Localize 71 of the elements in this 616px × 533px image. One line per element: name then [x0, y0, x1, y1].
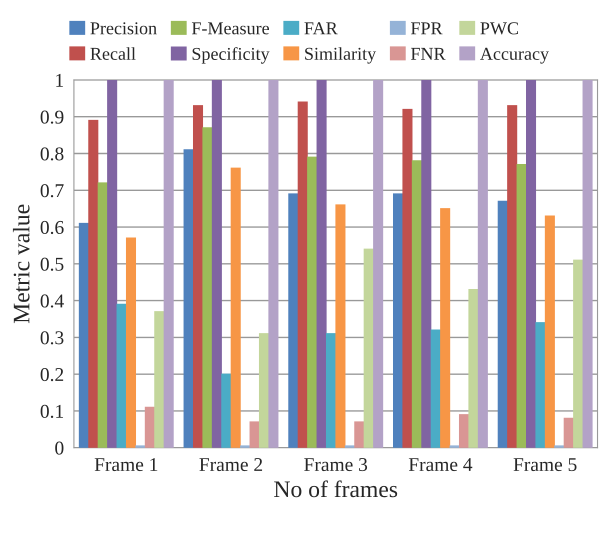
- y-tick-label: 0.8: [40, 147, 64, 161]
- y-tick-label: 0.4: [40, 294, 64, 308]
- y-tick-label: 0: [55, 442, 64, 455]
- bar: [478, 80, 488, 448]
- bar: [316, 80, 327, 448]
- bar: [192, 105, 204, 448]
- x-tick-label: Frame 2: [199, 458, 262, 472]
- y-tick-label: 0.2: [40, 368, 64, 382]
- y-tick-label: 1: [56, 74, 64, 87]
- legend-label: PWC: [480, 22, 518, 34]
- bar: [144, 406, 155, 448]
- legend-label: FPR: [410, 22, 443, 34]
- bar: [402, 108, 412, 448]
- legend-label: Recall: [90, 47, 136, 60]
- bar: [498, 200, 508, 448]
- bar: [335, 204, 346, 448]
- y-tick-label: 0.9: [40, 110, 64, 124]
- legend-label: FAR: [304, 22, 338, 34]
- bar: [354, 421, 364, 448]
- bar: [230, 168, 241, 448]
- bar: [298, 101, 308, 448]
- bar: [507, 105, 518, 448]
- bar: [307, 156, 318, 448]
- y-axis-title: Metric value: [12, 204, 30, 324]
- bar: [458, 414, 470, 448]
- bar: [421, 80, 432, 448]
- bar: [582, 80, 593, 448]
- bar: [164, 80, 174, 448]
- bar: [373, 80, 384, 448]
- bar: [326, 333, 336, 448]
- bar: [78, 222, 89, 448]
- y-tick-label: 0.3: [40, 331, 64, 344]
- legend-label: Precision: [90, 22, 157, 34]
- bar: [516, 164, 527, 448]
- legend-label: F-Measure: [192, 22, 269, 34]
- bar: [107, 80, 118, 448]
- bar: [184, 149, 194, 448]
- bar: [88, 120, 98, 448]
- bar: [212, 80, 222, 448]
- bar: [98, 182, 108, 448]
- bar: [116, 304, 127, 448]
- bar: [154, 311, 164, 448]
- legend-label: FNR: [410, 48, 446, 60]
- bar: [468, 289, 478, 448]
- y-tick-label: 0.7: [40, 184, 64, 198]
- legend-label: Accuracy: [480, 48, 549, 64]
- bar: [573, 260, 584, 448]
- bar: [392, 193, 404, 448]
- legend-label: Specificity: [192, 47, 270, 64]
- legend-label: Similarity: [305, 47, 376, 64]
- x-axis-title: No of frames: [274, 480, 398, 498]
- bar: [268, 80, 278, 448]
- y-tick-label: 0.6: [40, 220, 64, 234]
- x-tick-label: Frame 1: [94, 458, 158, 472]
- y-tick-label: 0.5: [40, 258, 64, 271]
- x-tick-label: Frame 5: [514, 458, 577, 472]
- bar: [535, 322, 546, 448]
- y-tick-label: 0.1: [40, 404, 64, 418]
- bar: [250, 421, 260, 448]
- bar: [202, 127, 212, 448]
- bar: [126, 238, 136, 448]
- bar: [526, 80, 536, 448]
- bar: [258, 333, 270, 448]
- bar: [564, 418, 574, 448]
- bar: [364, 248, 374, 448]
- bar: [412, 160, 422, 448]
- x-tick-label: Frame 4: [408, 458, 472, 472]
- bar: [544, 215, 555, 448]
- x-tick-label: Frame 3: [304, 458, 368, 472]
- bar: [440, 208, 450, 448]
- bar: [430, 329, 441, 448]
